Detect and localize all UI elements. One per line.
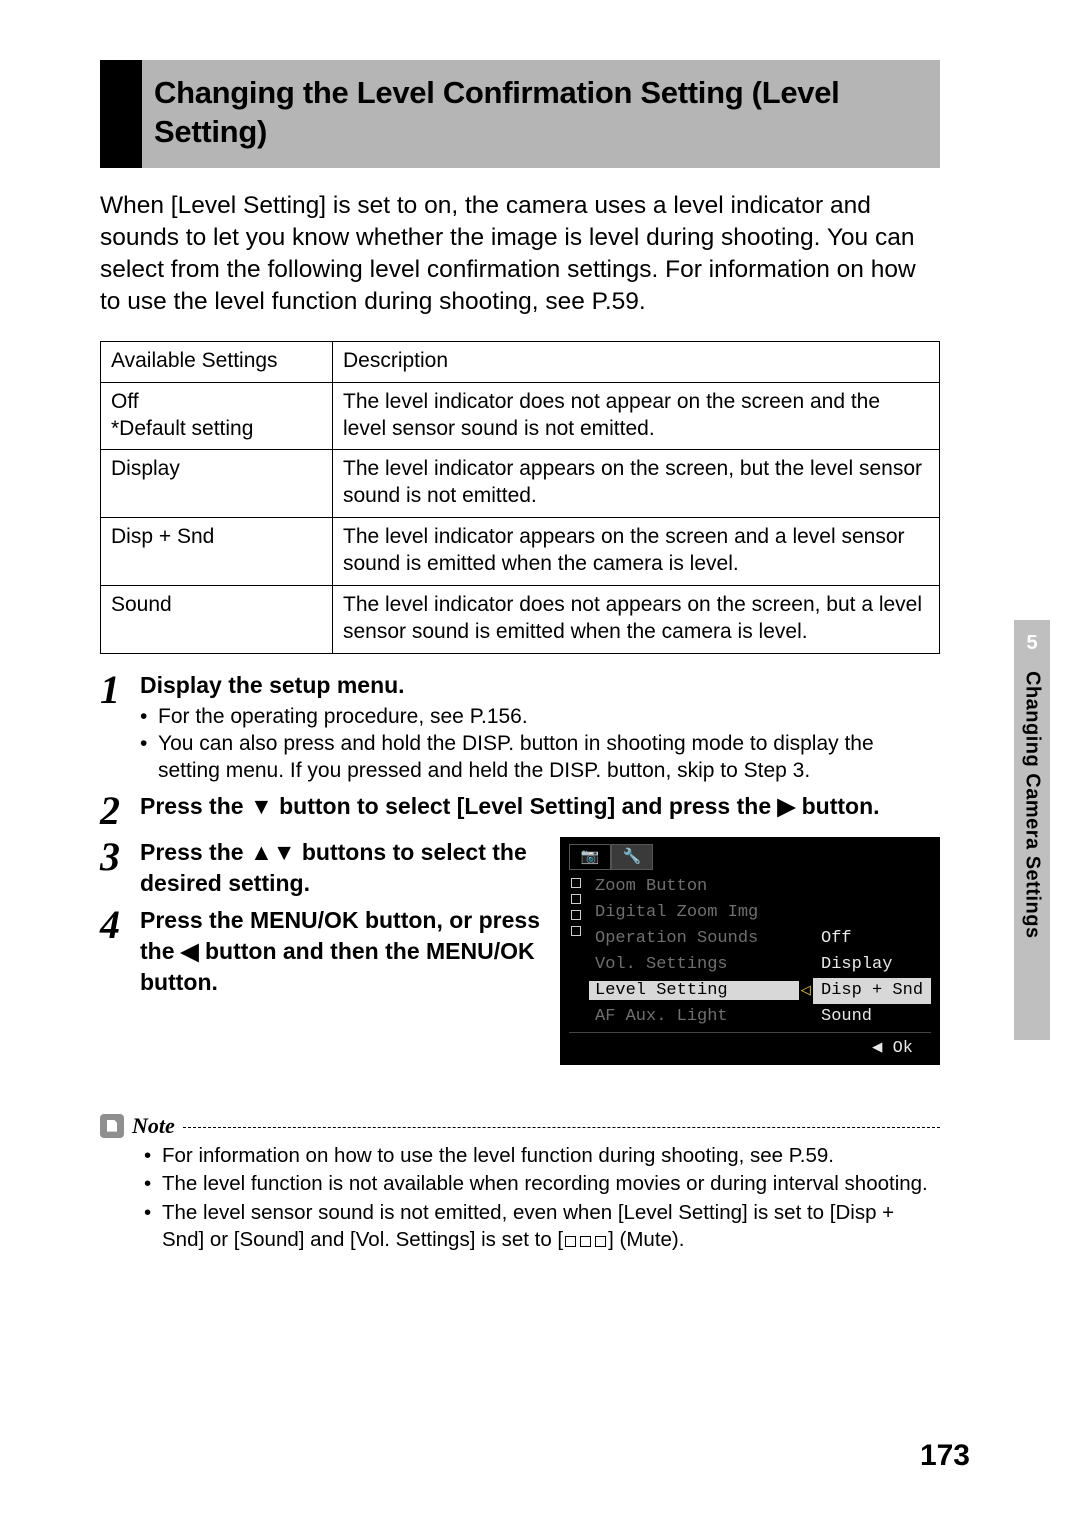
cam-sq-icon bbox=[571, 926, 581, 936]
bullet-dot: • bbox=[144, 1143, 162, 1170]
step-sub: •For the operating procedure, see P.156.… bbox=[140, 703, 940, 785]
note-dash-line bbox=[183, 1127, 940, 1128]
left-arrow-icon: ◀ bbox=[181, 938, 199, 964]
cam-scroll-indicator bbox=[569, 874, 589, 1030]
mute-box-icon bbox=[595, 1236, 606, 1247]
step-number: 4 bbox=[100, 905, 140, 945]
cell-description: The level indicator does not appears on … bbox=[333, 585, 940, 653]
cam-sq-icon bbox=[571, 910, 581, 920]
table-row: Disp + Snd The level indicator appears o… bbox=[101, 518, 940, 586]
step-title: Display the setup menu. bbox=[140, 670, 940, 701]
step-1: 1 Display the setup menu. •For the opera… bbox=[100, 670, 940, 785]
table-head-settings: Available Settings bbox=[101, 341, 333, 382]
note-bullet: The level sensor sound is not emitted, e… bbox=[162, 1200, 940, 1253]
title-accent-bar bbox=[100, 60, 142, 168]
cam-menu-item: Digital Zoom Img bbox=[589, 903, 813, 922]
mute-box-icon bbox=[565, 1236, 576, 1247]
steps: 1 Display the setup menu. •For the opera… bbox=[100, 670, 940, 1065]
step-title: Press the MENU/OK button, or press the ◀… bbox=[140, 905, 542, 998]
cam-sq-icon bbox=[571, 894, 581, 904]
note-label: Note bbox=[132, 1113, 175, 1139]
step-title: Press the ▼ button to select [Level Sett… bbox=[140, 791, 940, 822]
cam-ok-label: ◀ Ok bbox=[569, 1032, 931, 1058]
step-2: 2 Press the ▼ button to select [Level Se… bbox=[100, 791, 940, 831]
step-3: 3 Press the ▲▼ buttons to select the des… bbox=[100, 837, 542, 899]
table-row: Off *Default setting The level indicator… bbox=[101, 382, 940, 450]
bullet-dot: • bbox=[140, 703, 158, 730]
cell-setting: Off *Default setting bbox=[101, 382, 333, 450]
table-row: Display The level indicator appears on t… bbox=[101, 450, 940, 518]
table-head-description: Description bbox=[333, 341, 940, 382]
step-bullet: For the operating procedure, see P.156. bbox=[158, 703, 528, 730]
right-arrow-icon: ▶ bbox=[778, 793, 796, 819]
cam-triangle-left-icon: ◁ bbox=[799, 980, 813, 1001]
side-tab-chapter-title: Changing Camera Settings bbox=[1021, 671, 1044, 939]
bullet-dot: • bbox=[144, 1200, 162, 1253]
section-title: Changing the Level Confirmation Setting … bbox=[142, 60, 940, 168]
step-bullet: You can also press and hold the DISP. bu… bbox=[158, 730, 940, 785]
cam-sq-icon bbox=[571, 878, 581, 888]
step-title: Press the ▲▼ buttons to select the desir… bbox=[140, 837, 542, 899]
bullet-dot: • bbox=[140, 730, 158, 785]
cell-setting: Display bbox=[101, 450, 333, 518]
page-number: 173 bbox=[920, 1439, 970, 1473]
settings-table: Available Settings Description Off *Defa… bbox=[100, 341, 940, 654]
mute-box-icon bbox=[580, 1236, 591, 1247]
note-bullet: For information on how to use the level … bbox=[162, 1143, 834, 1170]
step-number: 1 bbox=[100, 670, 140, 710]
camera-menu-screenshot: 📷 🔧 Zoom Button Digital Z bbox=[560, 837, 940, 1065]
section-title-block: Changing the Level Confirmation Setting … bbox=[100, 60, 940, 168]
cam-option-selected: Disp + Snd bbox=[813, 978, 931, 1004]
cam-option: Display bbox=[813, 952, 931, 978]
cell-description: The level indicator does not appear on t… bbox=[333, 382, 940, 450]
cam-option: Sound bbox=[813, 1004, 931, 1030]
cam-menu-item-selected: Level Setting bbox=[589, 981, 799, 1000]
intro-paragraph: When [Level Setting] is set to on, the c… bbox=[100, 190, 940, 319]
cell-description: The level indicator appears on the scree… bbox=[333, 518, 940, 586]
cam-option: Off bbox=[813, 926, 931, 952]
step-number: 3 bbox=[100, 837, 140, 877]
cam-menu-item: Vol. Settings bbox=[589, 955, 813, 974]
note-block: Note •For information on how to use the … bbox=[100, 1113, 940, 1254]
cam-menu-item: Zoom Button bbox=[589, 877, 813, 896]
updown-arrow-icon: ▲▼ bbox=[250, 839, 296, 865]
step-4: 4 Press the MENU/OK button, or press the… bbox=[100, 905, 542, 998]
side-tab: 5 Changing Camera Settings bbox=[1014, 620, 1050, 1040]
cam-menu-item: Operation Sounds bbox=[589, 929, 813, 948]
down-arrow-icon: ▼ bbox=[250, 793, 273, 819]
cell-description: The level indicator appears on the scree… bbox=[333, 450, 940, 518]
step-number: 2 bbox=[100, 791, 140, 831]
cam-tab-setup-icon: 🔧 bbox=[611, 844, 653, 870]
note-bullet: The level function is not available when… bbox=[162, 1171, 928, 1198]
table-row: Sound The level indicator does not appea… bbox=[101, 585, 940, 653]
cell-setting: Disp + Snd bbox=[101, 518, 333, 586]
side-tab-chapter-number: 5 bbox=[1026, 632, 1037, 655]
cell-setting: Sound bbox=[101, 585, 333, 653]
bullet-dot: • bbox=[144, 1171, 162, 1198]
note-icon bbox=[100, 1114, 124, 1138]
cam-menu-item: AF Aux. Light bbox=[589, 1007, 813, 1026]
cam-tab-camera-icon: 📷 bbox=[569, 844, 611, 870]
